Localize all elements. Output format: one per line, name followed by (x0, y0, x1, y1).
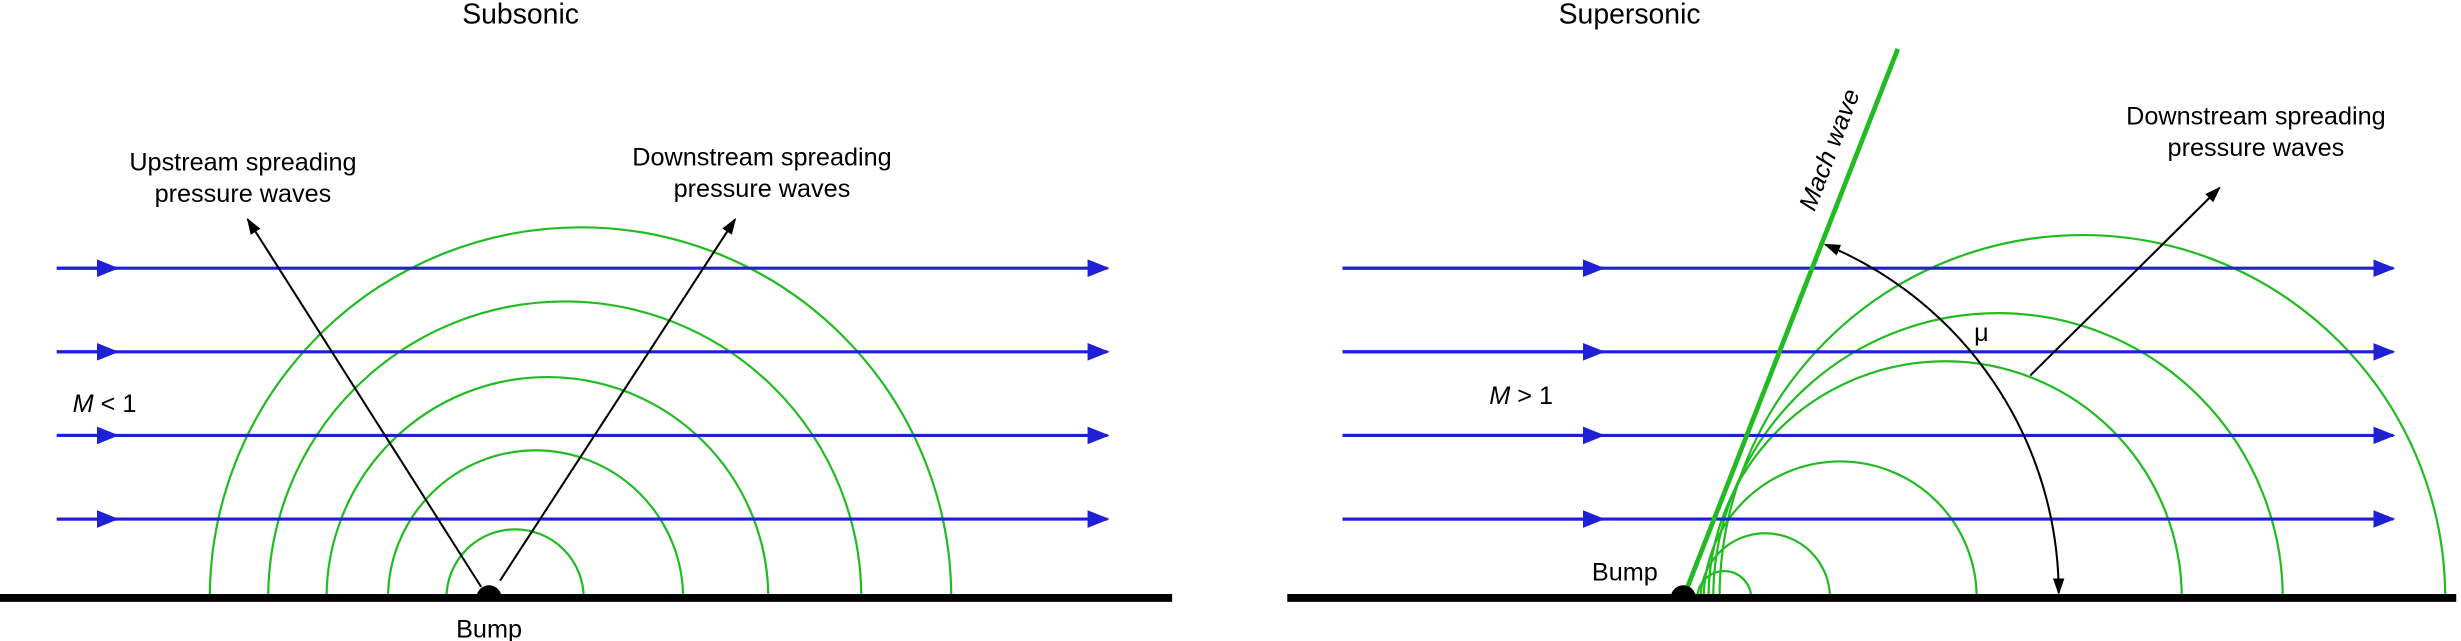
wave-arc (445, 528, 585, 598)
wave-arc (267, 300, 863, 598)
bump (476, 585, 502, 598)
panel-title: Supersonic (1559, 0, 1701, 31)
bump-label: Bump (1592, 559, 1658, 587)
mach-wave-label: Mach wave (1794, 85, 1866, 214)
wave-arc (1702, 460, 1978, 598)
upstream-label: pressure waves (155, 180, 332, 208)
wave-arc (1712, 312, 2284, 598)
wave-arc (1696, 569, 1753, 598)
mach-wave-line (1681, 48, 1901, 599)
downstream-label: pressure waves (674, 175, 851, 203)
pressure-waves (1696, 233, 2447, 598)
wave-arc (1699, 532, 1832, 598)
panel-title: Subsonic (462, 0, 579, 31)
supersonic-panel: Supersonic Mach wave μ Downstream spread… (1287, 0, 2457, 602)
wave-arc (325, 376, 770, 598)
downstream-label: pressure waves (2168, 134, 2345, 162)
pressure-waves (208, 226, 953, 598)
wave-arc (208, 226, 953, 598)
mach-symbol: M (1489, 382, 1511, 410)
wave-arc (386, 449, 685, 598)
downstream-label: Downstream spreading (2126, 103, 2385, 131)
mach-number: M > 1 (1489, 382, 1553, 410)
mach-number: M < 1 (73, 390, 137, 418)
mach-angle-arc (1823, 243, 2065, 595)
mach-symbol: M (73, 390, 95, 418)
wave-arc (1718, 233, 2447, 598)
bump-label: Bump (456, 615, 522, 641)
mach-condition: < 1 (101, 390, 137, 418)
downstream-arrow (2029, 186, 2221, 377)
upstream-label: Upstream spreading (129, 148, 356, 176)
upstream-arrow (246, 217, 483, 588)
downstream-arrow (499, 217, 737, 582)
mach-condition: > 1 (1517, 382, 1553, 410)
subsonic-panel: Subsonic Upstream spreading pressure wav… (0, 0, 1173, 641)
angle-label: μ (1974, 319, 1989, 347)
streamlines (56, 259, 1110, 528)
downstream-label: Downstream spreading (632, 144, 891, 172)
bump (1670, 585, 1696, 598)
